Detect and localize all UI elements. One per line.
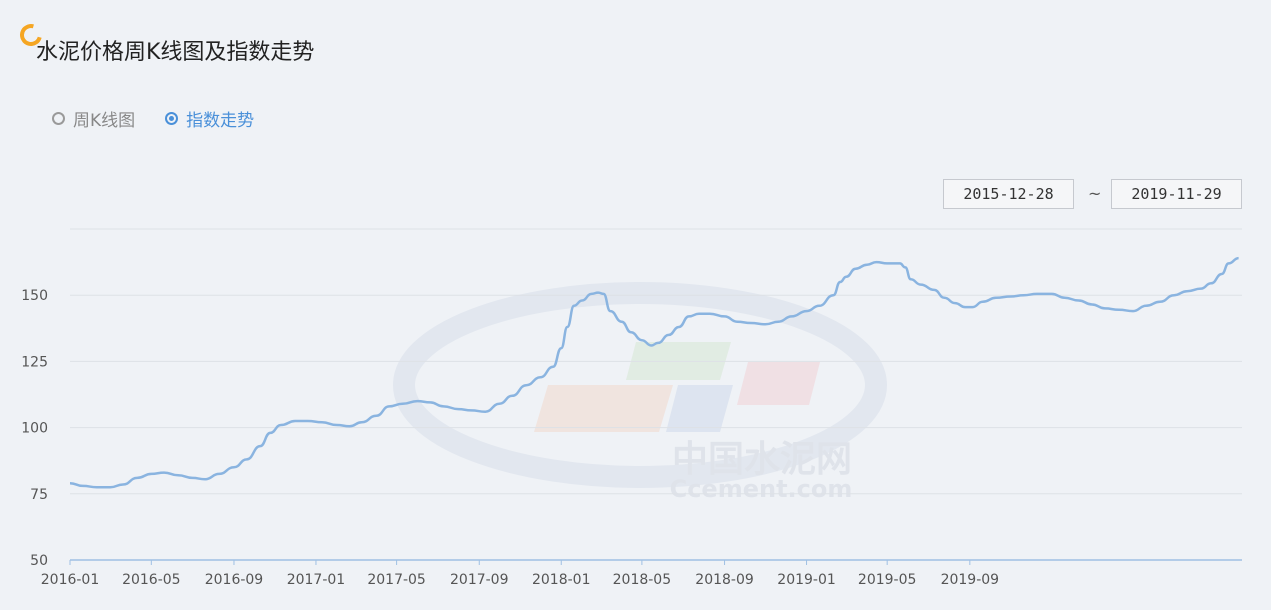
x-tick-label: 2019-09 [941, 572, 1000, 588]
watermark-block [534, 385, 673, 432]
date-separator: ~ [1088, 184, 1102, 203]
radio-label: 指数走势 [186, 110, 255, 131]
x-tick-label: 2016-09 [205, 572, 264, 588]
y-tick-label: 50 [30, 553, 48, 569]
radio-index-trend[interactable]: 指数走势 [165, 106, 254, 131]
view-mode-switch: 周K线图 指数走势 [52, 105, 284, 131]
y-tick-label: 125 [21, 354, 48, 370]
x-tick-label: 2019-01 [777, 572, 836, 588]
watermark-block [737, 362, 820, 405]
start-date-input[interactable]: 2015-12-28 [943, 179, 1074, 209]
series-layer [69, 256, 1239, 489]
watermark-block [666, 385, 733, 432]
end-date-input[interactable]: 2019-11-29 [1111, 179, 1242, 209]
x-tick-label: 2017-05 [367, 572, 426, 588]
chart-grid [70, 228, 1242, 495]
radio-unchecked-icon [52, 111, 65, 125]
radio-checked-icon [165, 111, 179, 125]
y-tick-label: 100 [21, 421, 48, 437]
x-tick-label: 2019-05 [858, 572, 917, 588]
series-line [69, 256, 1239, 489]
page-title: 水泥价格周K线图及指数走势 [36, 40, 315, 65]
x-tick-label: 2018-09 [695, 572, 754, 588]
y-axis: 50 75 100 125 150 [21, 288, 48, 569]
watermark-en: Ccement.com [670, 475, 853, 503]
x-tick-label: 2017-09 [450, 572, 509, 588]
x-tick-label: 2016-01 [41, 572, 100, 588]
x-tick-label: 2017-01 [287, 572, 346, 588]
radio-label: 周K线图 [73, 110, 136, 131]
x-axis: 2016-01 2016-05 2016-09 2017-01 2017-05 2017-… [41, 559, 1242, 588]
y-tick-label: 75 [30, 487, 48, 503]
radio-weekly-kline[interactable]: 周K线图 [52, 106, 135, 131]
watermark-cn: 中国水泥网 [672, 439, 852, 480]
x-tick-label: 2018-01 [532, 572, 591, 588]
watermark: 中国水泥网 Ccement.com [393, 282, 887, 503]
x-tick-label: 2018-05 [613, 572, 672, 588]
y-tick-label: 150 [21, 288, 48, 304]
x-tick-label: 2016-05 [122, 572, 181, 588]
